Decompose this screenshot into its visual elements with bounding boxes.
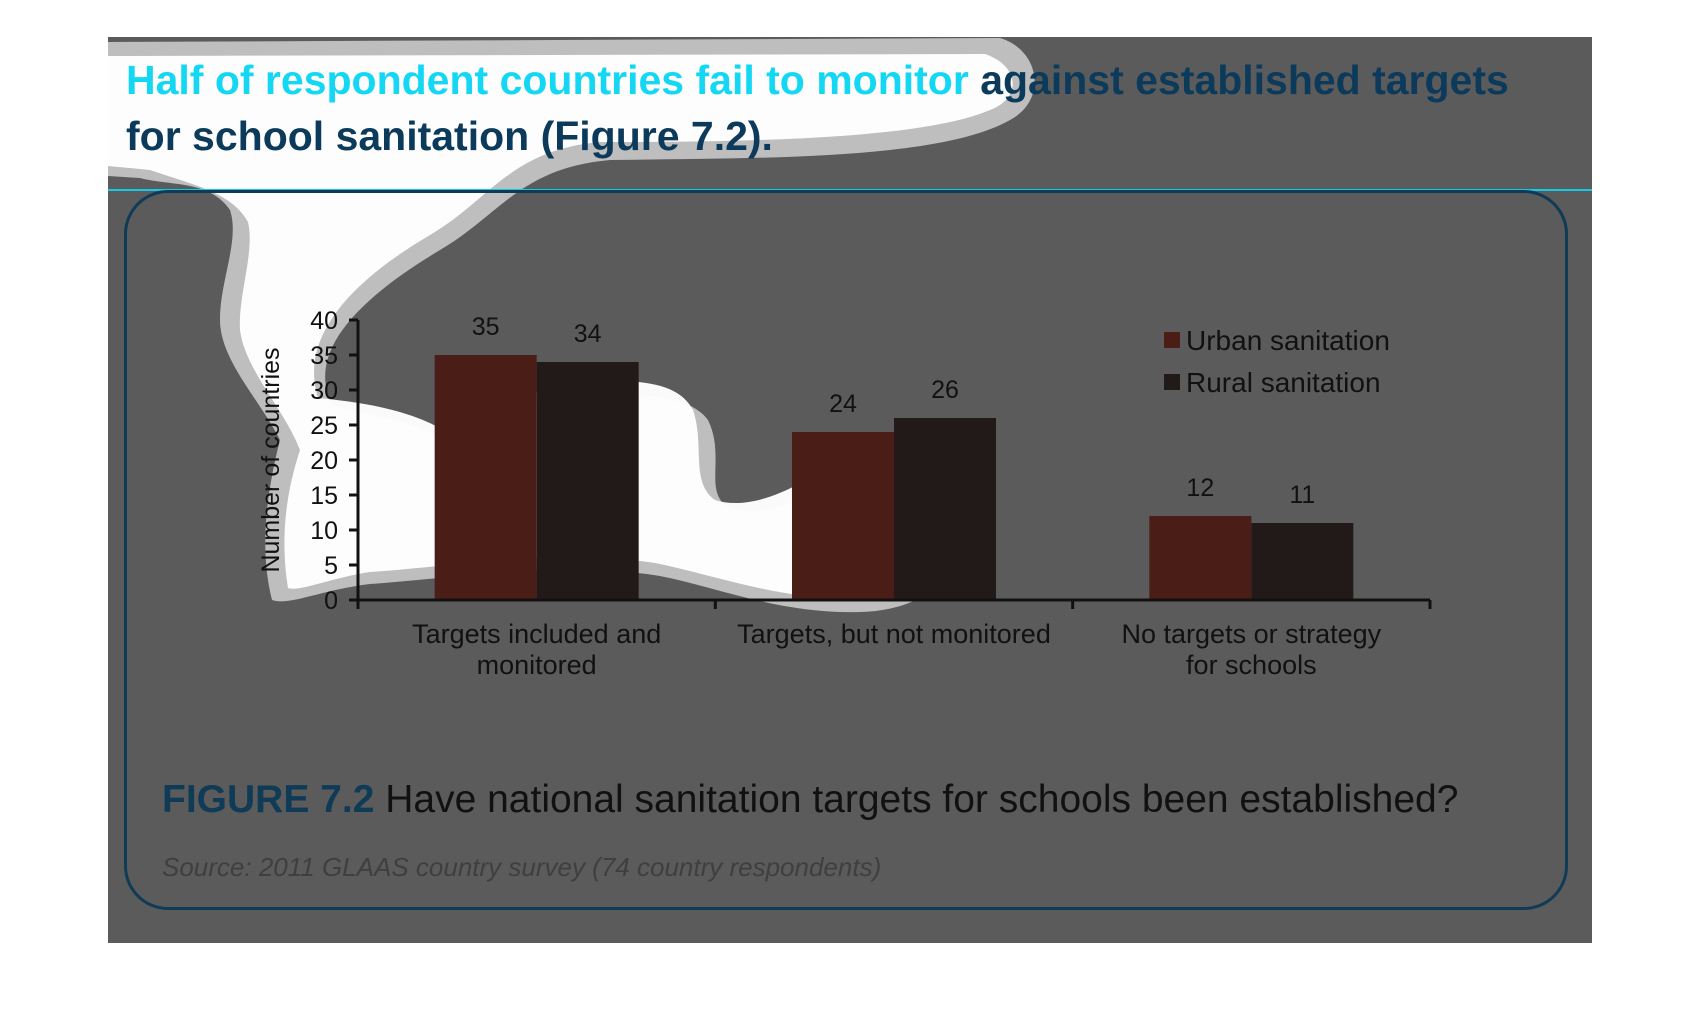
y-tick-label: 30 <box>310 377 338 405</box>
y-tick-label: 35 <box>310 342 338 370</box>
figure-number: FIGURE 7.2 <box>162 778 375 821</box>
y-tick-label: 10 <box>310 517 338 545</box>
figure-frame <box>124 190 1568 910</box>
x-tick-label: Targets, but not monitored <box>737 619 1051 649</box>
legend-swatch-urban <box>1164 332 1180 348</box>
data-label: 11 <box>1289 481 1315 509</box>
legend-label: Rural sanitation <box>1186 367 1381 398</box>
legend-swatch-rural <box>1164 374 1180 390</box>
y-tick-label: 5 <box>324 552 338 580</box>
axes-layer <box>349 318 1432 609</box>
y-tick-label: 40 <box>310 307 338 335</box>
bar-urban-2 <box>792 432 894 600</box>
bar-urban-3 <box>1149 516 1252 600</box>
data-label: 24 <box>829 390 857 418</box>
x-tick-label: No targets or strategy <box>1122 619 1382 649</box>
figure-source: Source: 2011 GLAAS country survey (74 co… <box>162 852 882 882</box>
y-tick-label: 0 <box>324 587 338 615</box>
x-tick-label: monitored <box>477 650 597 680</box>
bar-rural-1 <box>536 362 639 600</box>
headline-highlight: Half of respondent countries fail to mon… <box>126 57 969 103</box>
legend-label: Urban sanitation <box>1186 325 1390 356</box>
y-axis-title: Number of countries <box>257 347 285 572</box>
figure-caption-text: Have national sanitation targets for sch… <box>374 778 1459 821</box>
y-tick-label: 20 <box>310 447 338 475</box>
x-tick-label: Targets included and <box>412 619 661 649</box>
x-tick-label: for schools <box>1186 650 1317 680</box>
legend: Urban sanitation Rural sanitation <box>1164 325 1390 398</box>
headline: Half of respondent countries fail to mon… <box>126 52 1546 164</box>
headline-rest: against established targets for school s… <box>126 57 1509 159</box>
data-label: 12 <box>1186 474 1214 502</box>
bar-urban-1 <box>434 355 537 600</box>
data-label: 34 <box>574 320 602 348</box>
y-tick-label: 25 <box>310 412 338 440</box>
bar-rural-3 <box>1251 523 1354 600</box>
y-tick-label: 15 <box>310 482 338 510</box>
data-label: 26 <box>931 376 959 404</box>
bars-layer <box>434 355 1354 600</box>
bar-rural-2 <box>894 418 996 600</box>
data-label: 35 <box>472 313 500 341</box>
figure-caption: FIGURE 7.2 Have national sanitation targ… <box>162 778 1458 822</box>
